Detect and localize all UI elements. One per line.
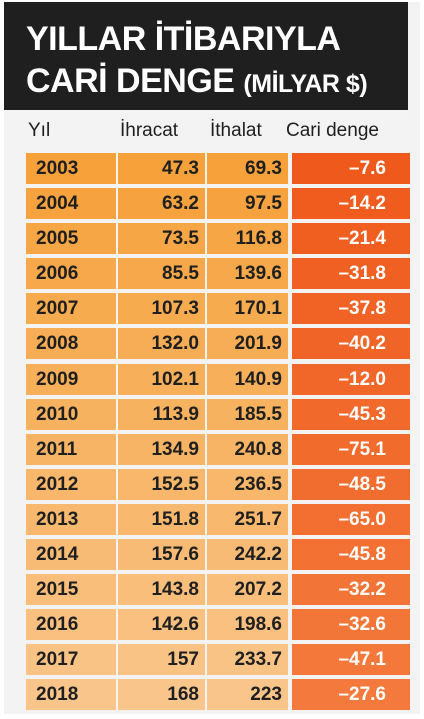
- year-cell: 2015: [26, 574, 116, 606]
- balance-cell: –32.2: [292, 574, 410, 606]
- import-cell: 170.1: [207, 293, 288, 325]
- title-line-1: YILLAR İTİBARIYLA: [26, 20, 341, 58]
- import-cell: 251.7: [207, 503, 288, 535]
- import-cell: 242.2: [207, 539, 288, 571]
- import-cell: 201.9: [207, 328, 288, 360]
- export-cell: 132.0: [118, 328, 205, 360]
- import-cell: 69.3: [207, 153, 288, 184]
- import-cell: 207.2: [207, 574, 288, 606]
- import-cell: 223: [207, 679, 288, 711]
- import-cell: 236.5: [207, 468, 288, 500]
- balance-cell: –40.2: [292, 328, 410, 360]
- balance-cell: –32.6: [292, 609, 410, 641]
- balance-cell: –31.8: [292, 258, 410, 290]
- balance-cell: –45.3: [292, 398, 410, 430]
- balance-cell: –75.1: [292, 433, 410, 465]
- export-cell: 47.3: [118, 153, 205, 184]
- title-line-2: CARİ DENGE (MİLYAR $): [26, 62, 368, 101]
- year-cell: 2014: [26, 539, 116, 571]
- year-cell: 2007: [26, 293, 116, 325]
- import-cell: 139.6: [207, 258, 288, 290]
- export-cell: 157: [118, 644, 205, 676]
- import-cell: 233.7: [207, 644, 288, 676]
- export-cell: 107.3: [118, 293, 205, 325]
- year-cell: 2016: [26, 609, 116, 641]
- balance-cell: –12.0: [292, 363, 410, 395]
- column-header-year: Yıl: [28, 120, 51, 141]
- table-card: YILLAR İTİBARIYLA CARİ DENGE (MİLYAR $) …: [4, 2, 420, 714]
- year-cell: 2011: [26, 433, 116, 465]
- year-cell: 2017: [26, 644, 116, 676]
- export-cell: 151.8: [118, 503, 205, 535]
- year-cell: 2012: [26, 468, 116, 500]
- year-cell: 2018: [26, 679, 116, 711]
- import-cell: 140.9: [207, 363, 288, 395]
- balance-cell: –45.8: [292, 539, 410, 571]
- balance-cell: –21.4: [292, 223, 410, 255]
- export-cell: 102.1: [118, 363, 205, 395]
- export-cell: 142.6: [118, 609, 205, 641]
- balance-cell: –65.0: [292, 503, 410, 535]
- balance-cell: –47.1: [292, 644, 410, 676]
- year-cell: 2003: [26, 153, 116, 184]
- year-cell: 2005: [26, 223, 116, 255]
- year-cell: 2004: [26, 188, 116, 220]
- balance-cell: –7.6: [292, 153, 410, 184]
- export-cell: 73.5: [118, 223, 205, 255]
- title-unit: (MİLYAR $): [243, 70, 368, 98]
- balance-cell: –27.6: [292, 679, 410, 711]
- import-cell: 198.6: [207, 609, 288, 641]
- year-cell: 2008: [26, 328, 116, 360]
- import-cell: 185.5: [207, 398, 288, 430]
- column-header-balance: Cari denge: [286, 120, 379, 141]
- export-cell: 157.6: [118, 539, 205, 571]
- year-cell: 2013: [26, 503, 116, 535]
- export-cell: 152.5: [118, 468, 205, 500]
- column-header-import: İthalat: [210, 120, 262, 141]
- balance-cell: –48.5: [292, 468, 410, 500]
- balance-cell: –14.2: [292, 188, 410, 220]
- export-cell: 143.8: [118, 574, 205, 606]
- export-cell: 63.2: [118, 188, 205, 220]
- balance-cell: –37.8: [292, 293, 410, 325]
- column-header-export: İhracat: [120, 120, 179, 141]
- year-cell: 2006: [26, 258, 116, 290]
- export-cell: 134.9: [118, 433, 205, 465]
- year-cell: 2010: [26, 398, 116, 430]
- import-cell: 240.8: [207, 433, 288, 465]
- export-cell: 168: [118, 679, 205, 711]
- import-cell: 97.5: [207, 188, 288, 220]
- export-cell: 85.5: [118, 258, 205, 290]
- title-main: CARİ DENGE: [26, 62, 235, 100]
- title-banner: YILLAR İTİBARIYLA CARİ DENGE (MİLYAR $): [4, 2, 408, 113]
- export-cell: 113.9: [118, 398, 205, 430]
- year-cell: 2009: [26, 363, 116, 395]
- import-cell: 116.8: [207, 223, 288, 255]
